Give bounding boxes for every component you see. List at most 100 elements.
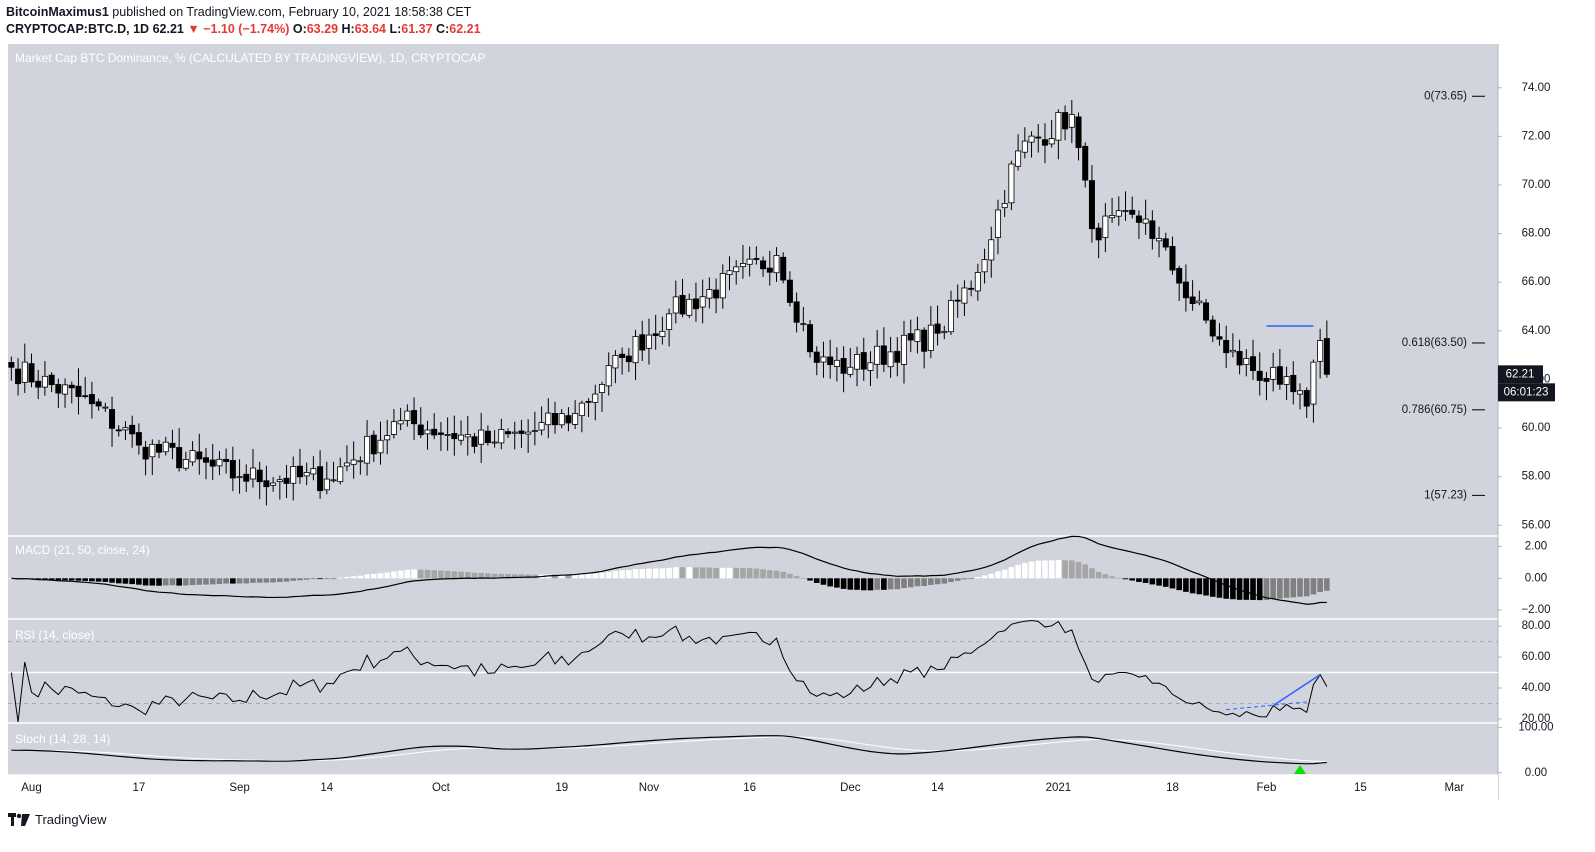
macd-bar: [948, 578, 954, 583]
candle-down: [1041, 139, 1048, 146]
price-tick-label: 60.00: [1522, 422, 1551, 434]
stoch-k-line: [11, 735, 1327, 765]
macd-bar: [612, 570, 619, 579]
macd-bar: [230, 578, 236, 584]
price-tick-label: 72.00: [1522, 130, 1551, 142]
candle-down: [880, 345, 887, 365]
macd-bar: [431, 570, 437, 579]
candle-down: [1209, 319, 1216, 337]
candle-up: [525, 431, 532, 435]
rsi-tick-label: 20.00: [1522, 713, 1551, 725]
candle-up: [833, 359, 840, 367]
macd-bar: [1196, 578, 1203, 595]
time-tick-label: 16: [743, 782, 756, 794]
macd-bar: [1042, 560, 1048, 579]
macd-bar: [115, 578, 122, 584]
macd-bar: [464, 572, 471, 579]
candle-up: [706, 289, 713, 299]
candle-down: [793, 301, 800, 323]
macd-tick-label: 0.00: [1525, 572, 1547, 584]
macd-bar: [1270, 578, 1276, 600]
macd-bar: [753, 568, 760, 579]
macd-bar: [384, 572, 391, 579]
macd-line: [11, 535, 1327, 605]
candle-down: [317, 466, 324, 492]
macd-bar: [317, 578, 323, 580]
candle-down: [115, 429, 122, 432]
candle-down: [1035, 136, 1042, 139]
macd-histogram: [8, 559, 1330, 601]
macd-bar: [975, 576, 981, 579]
fib-level-label: 0(73.65): [1424, 90, 1467, 102]
candle-down: [921, 329, 928, 352]
macd-bar: [89, 578, 95, 582]
symbol-name[interactable]: CRYPTOCAP:BTC.D, 1D: [6, 22, 150, 36]
macd-bar: [800, 577, 807, 579]
candle-up: [719, 272, 726, 299]
macd-bar: [1203, 578, 1209, 596]
candle-down: [1323, 338, 1330, 375]
author-name[interactable]: BitcoinMaximus1: [6, 5, 109, 19]
candle-down: [692, 298, 699, 310]
macd-bar: [1303, 578, 1310, 597]
high-label: H:: [341, 22, 355, 36]
candle-up: [847, 366, 854, 375]
last-price-label: 62.21: [1506, 368, 1535, 380]
candle-up: [444, 434, 451, 436]
time-tick-label: Sep: [229, 782, 249, 794]
candle-down: [639, 334, 646, 351]
footer-brand[interactable]: TradingView: [8, 812, 107, 827]
macd-bar: [995, 571, 1001, 579]
macd-bar: [867, 578, 874, 591]
candle-down: [954, 299, 961, 302]
macd-bar: [894, 578, 901, 590]
plot-background: [8, 44, 1498, 775]
candle-down: [679, 295, 686, 315]
price-tick-label: 66.00: [1522, 276, 1551, 288]
candle-down: [585, 400, 592, 403]
candle-down: [565, 415, 572, 424]
macd-bar: [1095, 571, 1102, 579]
macd-bar: [162, 578, 169, 586]
candle-up: [1122, 210, 1129, 212]
candle-up: [478, 429, 485, 445]
candle-up: [531, 430, 538, 432]
close-label: C:: [436, 22, 450, 36]
macd-bar: [605, 571, 612, 579]
macd-bar: [1022, 562, 1028, 579]
macd-bar: [75, 578, 82, 581]
macd-bar: [458, 571, 464, 579]
high-value: 63.64: [354, 22, 386, 36]
candle-down: [786, 279, 793, 303]
macd-bar: [780, 571, 787, 579]
candle-down: [1236, 351, 1243, 366]
macd-bar: [632, 569, 639, 579]
macd-bar: [1250, 578, 1256, 600]
candle-down: [840, 358, 847, 374]
macd-tick-label: −2.00: [1521, 604, 1550, 616]
macd-bar: [149, 578, 156, 586]
candle-up: [1028, 135, 1035, 143]
stoch-pane-title: Stoch (14, 28, 14): [15, 732, 110, 746]
candle-up: [236, 476, 243, 479]
candle-up: [270, 482, 277, 486]
candle-up: [357, 460, 364, 463]
price-tick-label: 68.00: [1522, 228, 1551, 240]
time-tick-label: 14: [320, 782, 333, 794]
macd-bar: [1189, 578, 1196, 594]
macd-bar: [1209, 578, 1216, 597]
macd-bar: [639, 569, 646, 579]
candle-down: [109, 409, 116, 429]
candle-down: [95, 401, 102, 407]
macd-bar: [337, 577, 344, 579]
macd-bar: [1136, 578, 1142, 582]
candle-up: [686, 298, 693, 316]
candle-up: [1156, 238, 1163, 242]
price-tick-label: 70.00: [1522, 179, 1551, 191]
macd-bar: [357, 575, 364, 579]
macd-bar: [619, 570, 625, 579]
candle-up: [343, 462, 350, 467]
candle-up: [377, 439, 384, 454]
candle-down: [1169, 246, 1176, 271]
